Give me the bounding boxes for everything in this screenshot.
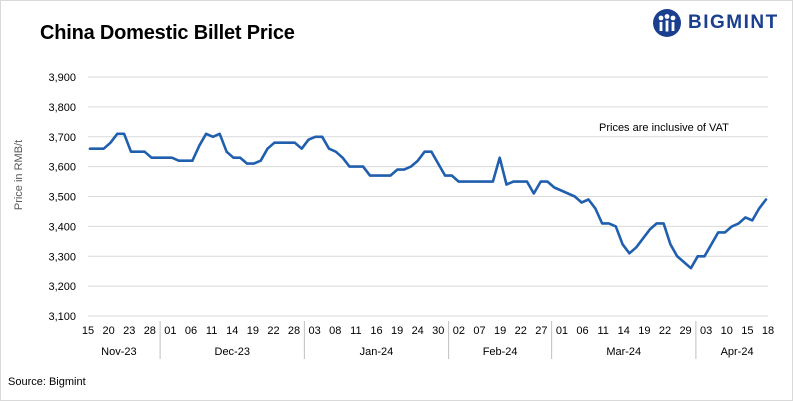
x-tick-label: 14 [226, 325, 238, 337]
x-tick-label: 19 [247, 325, 259, 337]
x-tick-label: 11 [597, 325, 608, 337]
series-line [88, 132, 768, 270]
x-tick-label: 14 [618, 325, 630, 337]
x-tick-label: 07 [473, 325, 485, 337]
x-tick-label: 22 [515, 325, 527, 337]
y-tick-label: 3,500 [48, 192, 76, 204]
month-label: Nov-23 [101, 346, 136, 358]
chart-title: China Domestic Billet Price [40, 22, 295, 44]
x-tick-label: 20 [102, 325, 114, 337]
x-tick-label: 19 [494, 325, 506, 337]
x-tick-label: 22 [659, 325, 671, 337]
x-tick-label: 23 [123, 325, 135, 337]
x-tick-label: 27 [535, 325, 547, 337]
month-label: Mar-24 [606, 346, 641, 358]
x-tick-label: 01 [556, 325, 568, 337]
x-tick-label: 03 [309, 325, 321, 337]
x-tick-label: 10 [721, 325, 733, 337]
x-tick-label: 24 [412, 325, 424, 337]
month-label: Dec-23 [215, 346, 250, 358]
x-tick-label: 11 [350, 325, 361, 337]
y-tick-label: 3,900 [48, 72, 76, 84]
y-tick-label: 3,400 [48, 221, 76, 233]
x-tick-label: 22 [267, 325, 279, 337]
y-tick-label: 3,300 [48, 251, 76, 263]
month-label: Feb-24 [483, 346, 518, 358]
y-tick-label: 3,100 [48, 311, 76, 323]
y-axis-label: Price in RMB/t [13, 140, 25, 210]
x-tick-label: 06 [576, 325, 588, 337]
x-tick-label: 08 [329, 325, 341, 337]
x-axis: 15 20 23 28 01 06 11 14 19 22 28 03 08 11 16 19 24 30 02 07… [82, 321, 774, 359]
x-tick-label: 11 [206, 325, 217, 337]
x-tick-label: 19 [638, 325, 650, 337]
bigmint-logo-icon [653, 9, 681, 37]
x-tick-label: 01 [164, 325, 176, 337]
x-tick-label: 28 [288, 325, 300, 337]
x-tick-label: 15 [82, 325, 94, 337]
month-label: Apr-24 [721, 346, 754, 358]
y-tick-label: 3,800 [48, 102, 76, 114]
vat-note: Prices are inclusive of VAT [599, 122, 729, 134]
y-axis-ticks: 3,100 3,200 3,300 3,400 3,500 3,600 3,700 3,800… [48, 72, 76, 323]
y-tick-label: 3,600 [48, 162, 76, 174]
x-tick-label: 02 [453, 325, 465, 337]
y-tick-label: 3,200 [48, 281, 76, 293]
source-note: Source: Bigmint [8, 376, 86, 388]
x-tick-label: 18 [762, 325, 774, 337]
x-tick-label: 16 [370, 325, 382, 337]
x-tick-label: 03 [700, 325, 712, 337]
x-tick-label: 19 [391, 325, 403, 337]
x-tick-label: 28 [144, 325, 156, 337]
brand-name: BIGMINT [688, 12, 779, 33]
y-tick-label: 3,700 [48, 132, 76, 144]
x-tick-label: 29 [679, 325, 691, 337]
bigmint-logo: BIGMINT [652, 6, 779, 40]
x-tick-label: 30 [432, 325, 444, 337]
x-tick-label: 15 [741, 325, 753, 337]
x-tick-label: 06 [185, 325, 197, 337]
gridlines [88, 76, 768, 317]
month-label: Jan-24 [360, 346, 394, 358]
